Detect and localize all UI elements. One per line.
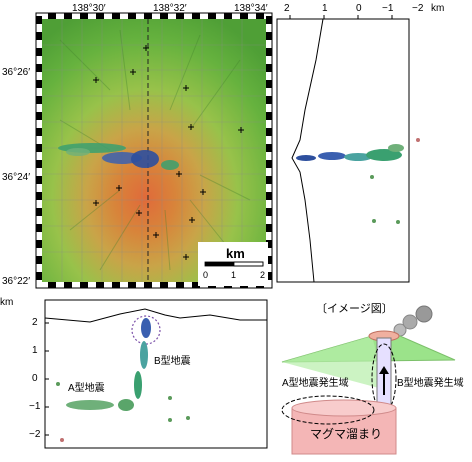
label-a-type: A型地震 (68, 383, 105, 394)
map-hypocenters (58, 143, 179, 170)
lat-label-1: 36°26′ (2, 67, 31, 78)
lon-label-1: 138°30′ (72, 3, 106, 14)
map-border-right (266, 13, 272, 288)
topo-profile (291, 18, 324, 283)
label-b-zone: B型地震発生域 (397, 378, 464, 389)
map-grid (42, 19, 266, 282)
scale-bar (204, 261, 264, 267)
ew-tick-1: 1 (322, 3, 328, 14)
ew-tick-2: 2 (284, 3, 290, 14)
station-markers (93, 45, 244, 260)
smoke-icon (393, 305, 433, 337)
map-border-bottom (36, 282, 272, 288)
depth-tick-0: 0 (32, 373, 38, 384)
lon-label-2: 138°32′ (153, 3, 187, 14)
label-a-zone: A型地震発生域 (282, 378, 349, 389)
ew-hypocenters (296, 138, 420, 224)
terrain-ridges (59, 29, 251, 271)
depth-tick-m2: −2 (29, 429, 41, 440)
ew-unit: km (431, 3, 445, 14)
schematic-title: 〔イメージ図〕 (316, 303, 393, 315)
magma-label: マグマ溜まり (310, 427, 383, 441)
scale-tick-0: 0 (203, 270, 209, 280)
label-b-type: B型地震 (154, 356, 191, 367)
map-border-top (36, 13, 272, 19)
lat-label-2: 36°24′ (2, 172, 31, 183)
depth-unit: km (0, 297, 14, 308)
depth-hypocenters (56, 318, 190, 442)
lat-label-3: 36°22′ (2, 276, 31, 287)
depth-tick-2: 2 (32, 317, 38, 328)
depth-tick-1: 1 (32, 345, 38, 356)
arrow-up-icon (379, 366, 389, 374)
ew-tick-m2: −2 (412, 3, 424, 14)
summit-profile (44, 308, 267, 323)
ew-tick-m1: −1 (382, 3, 394, 14)
map-border-left (36, 13, 42, 288)
a-zone-outline (281, 395, 375, 425)
scale-tick-1: 1 (231, 270, 237, 280)
scale-unit: km (226, 246, 245, 261)
depth-tick-m1: −1 (29, 401, 41, 412)
ew-tick-0: 0 (356, 3, 362, 14)
lon-label-3: 138°34′ (234, 3, 268, 14)
scale-tick-2: 2 (260, 270, 266, 280)
